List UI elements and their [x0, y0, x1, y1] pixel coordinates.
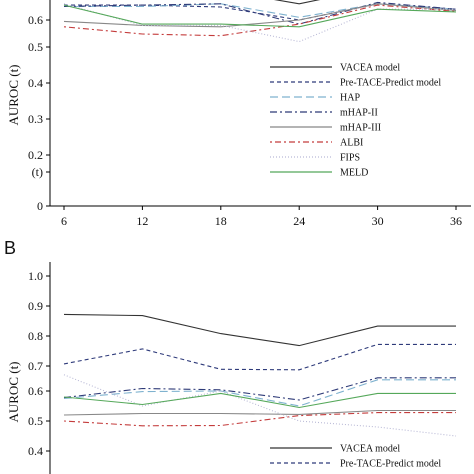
y-tick-label: 0	[37, 199, 43, 213]
y-tick-label: 1.0	[28, 269, 43, 283]
y-axis-title: AUROC (t)	[6, 361, 21, 422]
series-line-albi	[63, 412, 456, 427]
y-axis-title: AUROC (t)	[6, 64, 21, 125]
series-line-mhap-iii	[63, 409, 456, 416]
series-line-meld	[63, 392, 456, 409]
y-tick-label: 0.7	[28, 359, 43, 373]
x-tick-label: 6	[61, 214, 67, 228]
series-line-fips	[63, 374, 457, 437]
y-tick-label: 0.9	[28, 299, 43, 313]
series-line-hap	[63, 379, 456, 407]
panel-label: B	[4, 238, 16, 258]
series-line-albi	[63, 4, 457, 37]
series-line-meld	[63, 4, 457, 28]
legend-label: mHAP-III	[340, 123, 381, 134]
x-tick-label: 30	[372, 214, 384, 228]
y-tick-label: 0.4	[28, 444, 43, 458]
y-tick-label: (t)	[32, 165, 43, 179]
x-tick-label: 12	[136, 214, 148, 228]
legend-label: mHAP-II	[340, 108, 378, 119]
panel-a: 0.6 0.5 0.4 0.3 0.2 (t) 0 6 12 18 24 30 36 AUROC (t) V…	[6, 0, 471, 228]
panel-b: B 1.0 0.9 0.8 0.7 0.6 0.5 0.4 AUROC (t) VACEA mod…	[4, 238, 457, 474]
x-tick-label: 24	[293, 214, 305, 228]
legend: VACEA model Pre-TACE-Predict model HAP mHAP…	[270, 63, 441, 179]
y-tick-label: 0.5	[28, 414, 43, 428]
series-line-mhap-iii	[63, 3, 457, 28]
legend-label: Pre-TACE-Predict model	[340, 78, 441, 89]
legend-label: Pre-TACE-Predict model	[340, 459, 441, 470]
legend-label: MELD	[340, 168, 368, 179]
series-line-pre-tace-predict-model	[63, 343, 456, 371]
legend-label: FIPS	[340, 153, 360, 164]
x-tick-label: 18	[215, 214, 227, 228]
legend-label: HAP	[340, 93, 360, 104]
y-tick-label: 0.6	[28, 384, 43, 398]
legend-label: VACEA model	[340, 444, 400, 455]
series-line-mhap-ii	[63, 377, 456, 401]
y-tick-label: 0.8	[28, 329, 43, 343]
legend: VACEA model Pre-TACE-Predict model	[270, 444, 441, 470]
y-tick-label: 0.2	[28, 148, 43, 162]
x-tick-label: 36	[450, 214, 462, 228]
series-line-vacea-model	[273, 0, 321, 5]
y-tick-label: 0.4	[28, 76, 43, 90]
legend-label: VACEA model	[340, 63, 400, 74]
y-tick-label: 0.3	[28, 112, 43, 126]
series-line-mhap-ii	[63, 1, 457, 25]
series-line-vacea-model	[63, 313, 456, 347]
legend-label: ALBI	[340, 138, 363, 149]
series-group	[63, 0, 457, 43]
y-tick-label: 0.6	[28, 13, 43, 27]
series-group	[63, 313, 457, 437]
y-tick-label: 0.5	[28, 40, 43, 54]
